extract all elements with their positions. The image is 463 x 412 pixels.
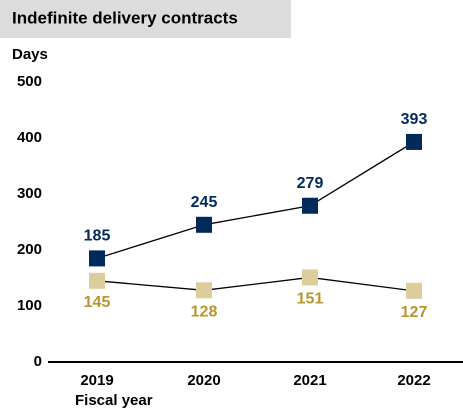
x-tick-label: 2022 [397,372,430,389]
marker [89,272,105,289]
marker [406,133,422,150]
marker [406,282,422,299]
marker [302,269,318,286]
data-label: 245 [191,194,218,211]
data-label: 145 [84,294,111,311]
data-label: 151 [297,291,324,308]
title-box [0,0,291,38]
y-tick-label: 500 [17,73,42,90]
x-axis-label: Fiscal year [75,392,153,409]
marker [196,216,212,233]
series-line [96,276,415,292]
marker [196,282,212,299]
y-tick-label: 0 [34,353,42,370]
data-label: 127 [401,304,428,321]
y-tick-label: 300 [17,185,42,202]
data-label: 393 [401,111,428,128]
y-axis-label: Days [12,46,48,63]
x-tick-label: 2020 [187,372,220,389]
marker [302,197,318,214]
marker [89,250,105,267]
y-tick-label: 100 [17,297,42,314]
data-label: 185 [84,228,111,245]
x-tick-label: 2021 [293,372,326,389]
chart-title: Indefinite delivery contracts [12,8,238,27]
data-label: 128 [191,304,218,321]
y-tick-label: 400 [17,129,42,146]
data-label: 279 [297,175,324,192]
x-tick-label: 2019 [80,372,113,389]
y-tick-label: 200 [17,241,42,258]
series-line [96,141,415,260]
